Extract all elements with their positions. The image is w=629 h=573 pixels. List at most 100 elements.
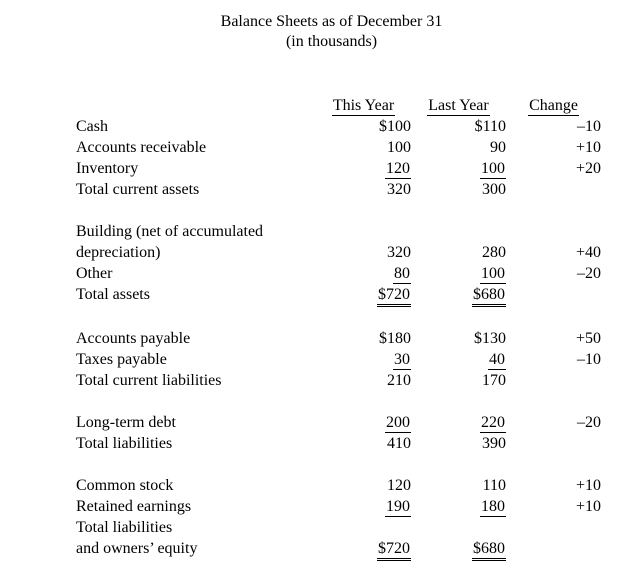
change-value: +20 <box>575 160 601 177</box>
table-row: Total assets $720 $680 <box>76 284 601 307</box>
this-year-value: 210 <box>387 372 411 389</box>
row-label: Building (net of accumulated <box>76 223 264 240</box>
last-year-value: 220 <box>480 414 506 433</box>
last-year-value: 300 <box>482 181 506 198</box>
this-year-value: $720 <box>316 284 411 307</box>
row-label: Accounts payable <box>76 330 191 347</box>
table-row: Cash $100 $110 –10 <box>76 116 601 137</box>
table-row: Accounts payable $180 $130 +50 <box>76 328 601 349</box>
row-label: Cash <box>76 118 108 135</box>
table-row: Long-term debt 200 220 –20 <box>76 412 601 433</box>
spacer-cell <box>76 200 601 221</box>
last-year-value: $130 <box>474 330 506 347</box>
this-year-value <box>316 221 411 242</box>
change-value: +10 <box>575 477 601 494</box>
last-year-value: 170 <box>482 372 506 389</box>
last-year-value: 100 <box>480 265 506 284</box>
table-row: Total liabilities 410 390 <box>76 433 601 454</box>
this-year-value: $100 <box>379 118 411 135</box>
column-header-this-year: This Year <box>331 97 396 116</box>
change-value: +10 <box>575 498 601 515</box>
balance-sheet-table: This Year Last Year Change Cash $100 $110 –… <box>76 95 601 561</box>
column-header-last-year: Last Year <box>427 97 490 116</box>
this-year-value: 200 <box>385 414 411 433</box>
last-year-value: 390 <box>482 435 506 452</box>
table-row: Retained earnings 190 180 +10 <box>76 496 601 517</box>
last-year-value: $680 <box>411 284 506 307</box>
row-label: Common stock <box>76 477 174 494</box>
column-header-change: Change <box>528 97 579 116</box>
document-header: Balance Sheets as of December 31 (in tho… <box>0 0 629 52</box>
last-year-value: $680 <box>411 538 506 561</box>
table-row: Other 80 100 –20 <box>76 263 601 284</box>
last-year-value: 100 <box>480 160 506 179</box>
this-year-value: 190 <box>385 498 411 517</box>
row-label: Total liabilities <box>76 519 173 536</box>
last-year-value <box>411 221 506 242</box>
spacer-row <box>76 391 601 412</box>
spacer-row <box>76 307 601 328</box>
change-value <box>506 179 601 200</box>
row-label: Total current liabilities <box>76 372 222 389</box>
table-row: and owners’ equity $720 $680 <box>76 538 601 561</box>
change-value: +50 <box>575 330 601 347</box>
this-year-value: 320 <box>387 244 411 261</box>
label-column-header <box>76 95 316 116</box>
document-subtitle: (in thousands) <box>285 33 378 50</box>
change-value <box>506 221 601 242</box>
row-label: Total current assets <box>76 181 200 198</box>
this-year-value: 120 <box>385 160 411 179</box>
change-value: +10 <box>575 139 601 156</box>
change-value <box>506 284 601 307</box>
row-label: Total assets <box>76 286 150 303</box>
this-year-value: 120 <box>387 477 411 494</box>
row-label: Taxes payable <box>76 351 167 368</box>
row-label: depreciation) <box>76 244 161 261</box>
this-year-value <box>316 517 411 538</box>
last-year-value: 180 <box>480 498 506 517</box>
row-label: Long-term debt <box>76 414 176 431</box>
table-row: Building (net of accumulated <box>76 221 601 242</box>
document-title: Balance Sheets as of December 31 <box>220 13 443 30</box>
this-year-value: 100 <box>387 139 411 156</box>
table-row: Inventory 120 100 +20 <box>76 158 601 179</box>
table-row: Common stock 120 110 +10 <box>76 475 601 496</box>
last-year-value: 280 <box>482 244 506 261</box>
change-value <box>506 433 601 454</box>
this-year-value: 320 <box>387 181 411 198</box>
this-year-value: 30 <box>393 351 411 370</box>
spacer-cell <box>76 391 601 412</box>
table-row: depreciation) 320 280 +40 <box>76 242 601 263</box>
last-year-value: 90 <box>490 139 506 156</box>
change-value: +40 <box>575 244 601 261</box>
spacer-row <box>76 454 601 475</box>
row-label: Inventory <box>76 160 139 177</box>
change-value: –10 <box>577 351 601 368</box>
table-row: Taxes payable 30 40 –10 <box>76 349 601 370</box>
change-value <box>506 370 601 391</box>
row-label: and owners’ equity <box>76 540 198 557</box>
row-label: Total liabilities <box>76 435 173 452</box>
column-header-row: This Year Last Year Change <box>76 95 601 116</box>
change-value <box>506 538 601 561</box>
table-row: Total liabilities <box>76 517 601 538</box>
this-year-value: $720 <box>316 538 411 561</box>
spacer-cell <box>76 454 601 475</box>
this-year-value: 410 <box>387 435 411 452</box>
change-value: –10 <box>577 118 601 135</box>
row-label: Accounts receivable <box>76 139 207 156</box>
change-value: –20 <box>577 414 601 431</box>
last-year-value <box>411 517 506 538</box>
last-year-value: $110 <box>474 118 506 135</box>
row-label: Other <box>76 265 113 282</box>
this-year-value: 80 <box>393 265 411 284</box>
table-row: Accounts receivable 100 90 +10 <box>76 137 601 158</box>
this-year-value: $180 <box>379 330 411 347</box>
spacer-row <box>76 200 601 221</box>
change-value <box>506 517 601 538</box>
change-value: –20 <box>577 265 601 282</box>
table-row: Total current liabilities 210 170 <box>76 370 601 391</box>
spacer-cell <box>76 307 601 328</box>
table-row: Total current assets 320 300 <box>76 179 601 200</box>
